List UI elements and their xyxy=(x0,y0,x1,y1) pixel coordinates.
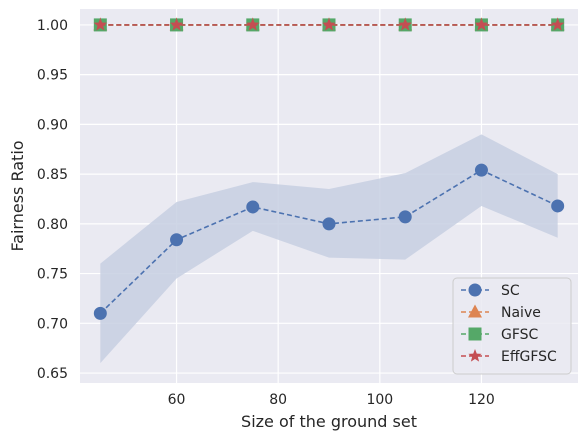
x-tick-label: 120 xyxy=(468,392,495,408)
x-tick-label: 80 xyxy=(269,392,287,408)
legend-label-effgfsc: EffGFSC xyxy=(501,349,557,365)
legend-entry-gfsc: GFSC xyxy=(461,327,539,343)
effgfsc-point xyxy=(93,17,107,31)
sc-point xyxy=(322,217,336,231)
x-axis-label: Size of the ground set xyxy=(241,412,417,431)
legend: SC Naive GFSC EffGFSC xyxy=(452,277,572,375)
sc-point xyxy=(170,233,184,247)
confidence-bands xyxy=(100,134,558,364)
x-tick-label: 100 xyxy=(366,392,393,408)
legend-marker-naive xyxy=(468,304,482,318)
y-tick-label: 0.75 xyxy=(37,267,68,283)
sc-point xyxy=(93,306,107,320)
y-tick-label: 0.65 xyxy=(37,366,68,382)
legend-label-gfsc: GFSC xyxy=(501,327,539,343)
legend-label-naive: Naive xyxy=(501,305,541,321)
series-sc xyxy=(93,163,565,320)
legend-entry-naive: Naive xyxy=(461,304,541,321)
effgfsc-point xyxy=(169,17,184,31)
effgfsc-point xyxy=(474,17,489,31)
effgfsc-point xyxy=(322,17,336,31)
effgfsc-point xyxy=(246,17,260,31)
effgfsc-point xyxy=(398,17,412,31)
legend-label-sc: SC xyxy=(501,283,520,299)
legend-entries: SC Naive GFSC EffGFSC xyxy=(461,283,557,365)
y-tick-label: 0.70 xyxy=(37,316,68,332)
tick-labels: 60 80 100 120 0.65 0.70 0.75 0.80 0.85 0.90 0.95 1.… xyxy=(37,18,495,408)
effgfsc-point xyxy=(551,17,565,31)
y-tick-label: 0.80 xyxy=(37,217,68,233)
legend-marker-sc xyxy=(468,283,482,297)
sc-point xyxy=(551,199,565,213)
y-tick-label: 0.95 xyxy=(37,68,68,84)
series xyxy=(93,17,565,320)
legend-entry-effgfsc: EffGFSC xyxy=(461,349,557,365)
y-tick-label: 1.00 xyxy=(37,18,68,34)
legend-marker-gfsc xyxy=(468,327,482,341)
series-effgfsc xyxy=(93,17,565,31)
legend-entry-sc: SC xyxy=(461,283,520,299)
y-tick-label: 0.90 xyxy=(37,117,68,133)
sc-point xyxy=(246,200,260,214)
sc-point xyxy=(398,210,412,224)
sc-point xyxy=(474,163,488,177)
x-tick-label: 60 xyxy=(168,392,186,408)
legend-marker-effgfsc xyxy=(468,349,482,362)
legend-frame xyxy=(452,277,572,375)
y-tick-label: 0.85 xyxy=(37,167,68,183)
sc-confidence-band xyxy=(100,134,558,364)
y-axis-label: Fairness Ratio xyxy=(8,140,27,251)
